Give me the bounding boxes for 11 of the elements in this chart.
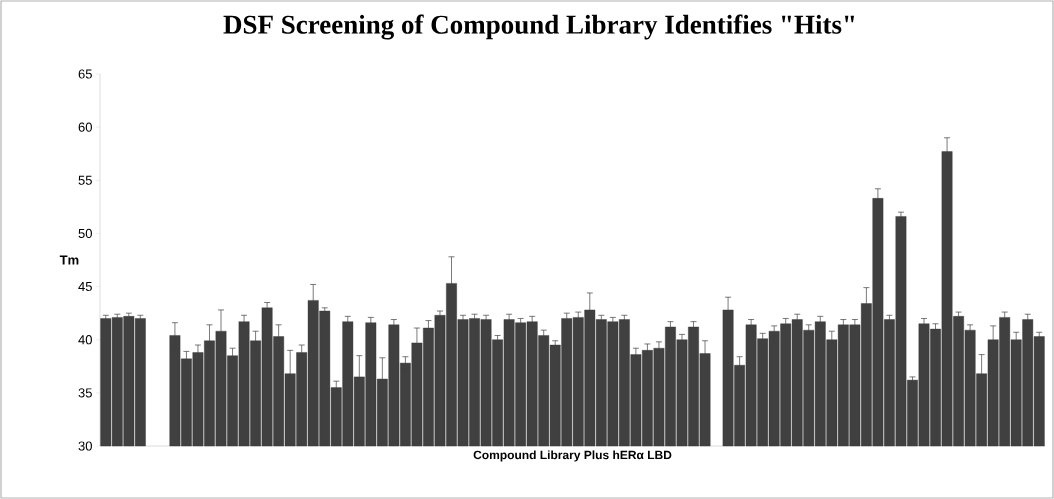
y-axis-title: Tm <box>59 255 79 265</box>
y-tick-label: 50 <box>78 228 92 239</box>
y-tick-label: 30 <box>78 441 92 451</box>
chart-title: DSF Screening of Compound Library Identifies "Hits" <box>223 14 854 40</box>
y-tick-label: 55 <box>78 175 92 185</box>
x-axis-title: Compound Library Plus hERα LBD <box>473 450 672 462</box>
y-tick-label: 40 <box>78 335 92 345</box>
y-tick-label: 60 <box>78 122 92 132</box>
y-tick-label: 45 <box>78 282 92 292</box>
y-tick-label: 65 <box>78 69 92 79</box>
y-tick-label: 35 <box>78 388 92 398</box>
